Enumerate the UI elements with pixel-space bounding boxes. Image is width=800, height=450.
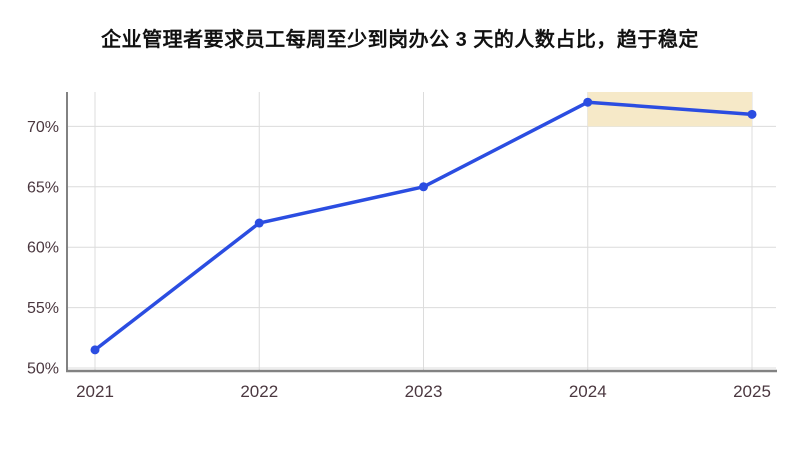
chart-title: 企业管理者要求员工每周至少到岗办公 3 天的人数占比，趋于稳定 <box>101 29 699 51</box>
y-tick-label: 50% <box>27 361 59 378</box>
x-tick-label: 2025 <box>733 382 771 401</box>
data-point-2022 <box>254 218 264 228</box>
y-tick-label: 60% <box>27 240 59 257</box>
y-tick-label: 65% <box>27 179 59 196</box>
y-tick-label: 70% <box>27 119 59 136</box>
data-point-2025 <box>747 109 757 119</box>
x-tick-label: 2021 <box>76 382 114 401</box>
data-point-2021 <box>90 345 100 355</box>
data-point-2023 <box>419 182 428 192</box>
x-tick-label: 2024 <box>569 382 607 401</box>
y-tick-label: 55% <box>27 300 59 317</box>
data-point-2024 <box>583 97 593 107</box>
x-tick-label: 2022 <box>240 382 278 401</box>
x-tick-label: 2023 <box>405 382 443 401</box>
